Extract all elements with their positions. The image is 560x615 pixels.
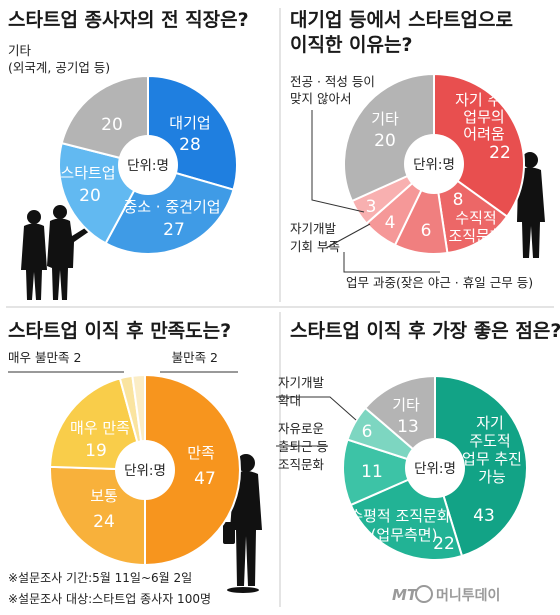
pie-center-hole (405, 438, 465, 498)
slice-value-수평적-조직문화-업무측면: 22 (433, 534, 455, 554)
pie-center-hole (404, 134, 464, 194)
moneytoday-logo: MT 머니투데이 (392, 585, 500, 604)
slice-label-자기개발-확대-line-2: 확대 (278, 393, 301, 408)
slice-value-기타: 20 (374, 131, 396, 151)
slice-label-수직적-조직문화-line-1: 수직적 (455, 209, 496, 227)
pie-center-hole (115, 440, 175, 500)
pie-prev-workplace: 단위:명 대기업 28 중소 · 중견기업 27 스타트업 20 기타 (외국계, 공기업 등)… (8, 43, 238, 255)
pie-slice-보통 (49, 465, 146, 567)
slice-label-대기업-line-1: 대기업 (169, 114, 210, 132)
unit-label: 단위:명 (414, 461, 456, 477)
slice-value-매우-만족: 19 (85, 441, 107, 461)
slice-label-매우-만족-line-1: 매우 만족 (70, 419, 130, 437)
slice-value-중소-중견기업: 27 (163, 220, 185, 240)
slice-label-자기개발-확대-line-1: 자기개발 (278, 375, 325, 390)
people-pointing-silhouette (21, 205, 100, 300)
slice-value-업무-과중-잦은-야근-휴일-근무-등: 6 (421, 221, 432, 241)
logo-mark: MT (392, 586, 419, 604)
slice-label-자기-주도적-업무의-어려움-line-1: 자기 주도적 (455, 91, 529, 109)
slice-value-자유로운-출퇴근-등-조직문화: 11 (361, 462, 383, 482)
logo-name: 머니투데이 (436, 587, 500, 604)
slice-label-자기-주도적-업무의-어려움-line-3: 어려움 (463, 125, 504, 143)
slice-value-전공-적성-등이-맞지-않아서: 3 (366, 197, 377, 217)
slice-label-수평적-조직문화-업무측면-line-2: (업무측면) (371, 526, 438, 544)
slice-value-기타-외국계-공기업-등: 20 (101, 115, 123, 135)
slice-label-자기-주도적-업무-추진-가능-line-2: 주도적 (469, 432, 510, 450)
slice-label-스타트업-line-1: 스타트업 (60, 164, 115, 182)
slice-value-자기-주도적-업무의-어려움: 22 (489, 143, 511, 163)
slice-value-자기개발-기회-부족: 4 (385, 213, 396, 233)
slice-value-수직적-조직문화: 8 (453, 190, 464, 210)
slice-value-대기업: 28 (179, 135, 201, 155)
unit-label: 단위:명 (124, 463, 166, 479)
slice-value-만족: 47 (194, 469, 216, 489)
title-reasons-line-1: 대기업 등에서 스타트업으로 (290, 9, 513, 31)
slice-label-자기-주도적-업무-추진-가능-line-4: 가능 (478, 468, 506, 486)
leader-lines (8, 110, 440, 447)
businessman-pointing-silhouette (488, 152, 545, 258)
slice-label-기타-외국계-공기업-등-line-2: (외국계, 공기업 등) (8, 60, 110, 75)
pie-slice-기타-외국계-공기업-등 (60, 74, 149, 167)
slice-label-기타-line-1: 기타 (371, 110, 399, 128)
slice-label-자유로운-출퇴근-등-조직문화-line-3: 조직문화 (278, 457, 325, 472)
title-best-point: 스타트업 이직 후 가장 좋은 점은? (290, 320, 560, 342)
unit-label: 단위:명 (413, 157, 455, 173)
slice-label-중소-중견기업-line-1: 중소 · 중견기업 (123, 198, 220, 216)
slice-label-자기-주도적-업무의-어려움-line-2: 업무의 (463, 108, 504, 126)
pie-slice-자유로운-출퇴근-등-조직문화 (342, 438, 438, 507)
slice-label-매우-불만족-line-1: 매우 불만족 2 (8, 350, 81, 365)
logo-ring-icon (415, 585, 433, 603)
slice-label-기타-line-1: 기타 (392, 396, 420, 414)
title-satisfaction: 스타트업 이직 후 만족도는? (8, 320, 231, 342)
pie-center-hole (118, 135, 178, 195)
slice-label-기타-외국계-공기업-등-line-1: 기타 (8, 43, 32, 58)
pie-satisfaction: 단위:명 만족 47 보통 24 매우 만족 19 매우 불만족 2 불만족 2 (8, 350, 241, 567)
footnote-period: ※설문조사 기간:5월 11일~6월 2일 (8, 571, 192, 585)
slice-label-자기개발-기회-부족-line-2: 기회 부족 (290, 239, 340, 254)
pie-slice-매우-만족 (49, 377, 147, 472)
unit-label: 단위:명 (127, 158, 169, 174)
slice-label-만족-line-1: 만족 (187, 444, 215, 462)
slice-label-전공-적성-등이-맞지-않아서-line-2: 맞지 않아서 (290, 91, 351, 106)
slice-value-스타트업: 20 (79, 186, 101, 206)
title-prev-workplace: 스타트업 종사자의 전 직장은? (8, 9, 249, 31)
slice-value-자기개발-확대: 6 (362, 422, 373, 442)
slice-value-자기-주도적-업무-추진-가능: 43 (473, 506, 495, 526)
slice-label-자기-주도적-업무-추진-가능-line-3: 업무 추진 (462, 450, 522, 468)
slice-label-보통-line-1: 보통 (90, 487, 118, 505)
footnote-target: ※설문조사 대상:스타트업 종사자 100명 (8, 592, 211, 606)
slice-label-업무-과중-잦은-야근-휴일-근무-등-line-1: 업무 과중(잦은 야근 · 휴일 근무 등) (346, 275, 533, 290)
pie-slice-자기-주도적-업무-추진-가능 (434, 374, 528, 558)
slice-value-보통: 24 (93, 512, 115, 532)
title-reasons-line-2: 이직한 이유는? (290, 34, 413, 56)
slice-label-자기개발-기회-부족-line-1: 자기개발 (290, 221, 337, 236)
slice-label-전공-적성-등이-맞지-않아서-line-1: 전공 · 적성 등이 (290, 74, 375, 89)
slice-label-불만족-line-1: 불만족 2 (172, 350, 218, 365)
businessman-briefcase-silhouette (223, 454, 262, 593)
slice-label-자기-주도적-업무-추진-가능-line-1: 자기 (476, 414, 504, 432)
pie-slice-만족 (144, 373, 241, 567)
pie-slice-자기-주도적-업무의-어려움 (433, 72, 525, 218)
slice-label-자유로운-출퇴근-등-조직문화-line-1: 자유로운 (278, 421, 324, 436)
slice-label-수직적-조직문화-line-2: 조직문화 (448, 227, 503, 245)
slice-label-수평적-조직문화-업무측면-line-1: 수평적 조직문화 (349, 507, 451, 525)
slice-value-기타: 13 (397, 417, 419, 437)
